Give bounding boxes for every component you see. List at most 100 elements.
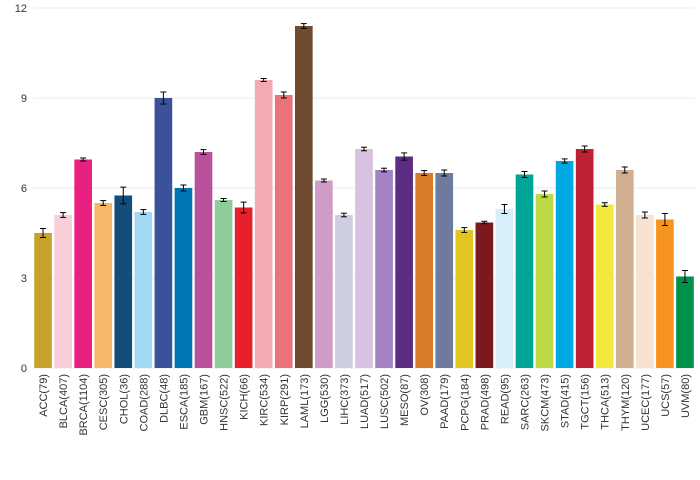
x-tick-label: UCS(57) (660, 374, 672, 417)
error-bar-LGG(530) (320, 178, 327, 183)
bars (34, 26, 694, 368)
error-bar-UVM(80) (681, 270, 688, 283)
bar-OV(308) (415, 173, 434, 368)
x-tick-label: LUAD(517) (359, 374, 371, 429)
bar-STAD(415) (555, 161, 574, 368)
x-tick-label: LIHC(373) (339, 374, 351, 425)
x-tick-label: COAD(288) (138, 374, 150, 431)
x-tick-label: KICH(66) (239, 374, 251, 420)
x-tick-label: THYM(120) (620, 374, 632, 431)
x-tick-label: DLBC(48) (158, 374, 170, 423)
error-bar-PCPG(184) (461, 227, 468, 233)
y-tick-label: 6 (21, 183, 27, 195)
bar-KIRP(291) (274, 95, 293, 368)
bar-READ(95) (495, 209, 514, 368)
x-tick-label: MESO(87) (399, 374, 411, 426)
bar-ESCA(185) (174, 188, 193, 368)
x-tick-label: UVM(80) (680, 374, 692, 418)
bar-CHOL(36) (114, 195, 133, 368)
y-tick-label: 12 (15, 3, 27, 15)
error-bar-CESC(305) (100, 200, 107, 206)
bar-GBM(167) (194, 152, 213, 368)
error-bar-ESCA(185) (180, 184, 187, 192)
error-bar-UCEC(177) (641, 211, 648, 219)
x-tick-label: STAD(415) (560, 374, 572, 428)
error-bar-BLCA(407) (60, 212, 67, 218)
bar-KIRC(534) (254, 80, 273, 368)
x-tick-label: LAML(173) (299, 374, 311, 428)
x-tick-label: LUSC(502) (379, 374, 391, 429)
x-tick-label: LGG(530) (319, 374, 331, 423)
error-bar-LUSC(502) (381, 167, 388, 173)
x-tick-label: PCPG(184) (459, 374, 471, 431)
error-bar-READ(95) (501, 204, 508, 214)
bar-LGG(530) (315, 180, 333, 368)
error-bar-BRCA(1104) (80, 157, 87, 162)
x-tick-label: THCA(513) (600, 374, 612, 430)
error-bars (40, 23, 688, 283)
x-tick-label: TGCT(156) (580, 374, 592, 430)
error-bar-OV(308) (421, 170, 428, 176)
bar-LIHC(373) (335, 215, 353, 368)
error-bar-KICH(66) (240, 201, 247, 214)
error-bar-STAD(415) (561, 158, 568, 164)
y-tick-label: 9 (21, 93, 27, 105)
bar-LUSC(502) (375, 170, 393, 368)
x-tick-label: UCEC(177) (640, 374, 652, 431)
error-bar-LIHC(373) (340, 212, 347, 218)
bar-PRAD(498) (475, 222, 494, 368)
error-bar-ACC(79) (40, 228, 47, 238)
bar-UCS(57) (656, 219, 674, 368)
error-bar-PAAD(179) (441, 169, 448, 177)
error-bar-GBM(167) (200, 149, 207, 155)
error-bar-DLBC(48) (160, 91, 167, 105)
bar-UCEC(177) (636, 215, 654, 368)
bar-BLCA(407) (54, 215, 72, 368)
error-bar-LAML(173) (300, 23, 307, 29)
x-tick-label: OV(308) (419, 374, 431, 416)
error-bar-KIRC(534) (260, 78, 267, 82)
error-bar-THYM(120) (621, 166, 628, 174)
error-bar-MESO(87) (401, 152, 408, 161)
bar-DLBC(48) (154, 98, 173, 368)
bar-LAML(173) (294, 26, 313, 368)
bar-THCA(513) (595, 204, 614, 368)
x-tick-label: GBM(167) (199, 374, 211, 425)
x-tick-label: KIRP(291) (279, 374, 291, 425)
bar-MESO(87) (395, 156, 413, 368)
bar-ACC(79) (34, 233, 52, 368)
bar-SKCM(473) (535, 194, 554, 368)
y-axis-ticks: 0 3 6 9 12 (15, 3, 27, 375)
x-tick-label: CESC(305) (98, 374, 110, 430)
bar-LUAD(517) (355, 149, 373, 368)
error-bar-SKCM(473) (541, 190, 548, 198)
bar-TGCT(156) (575, 149, 594, 368)
error-bar-COAD(288) (140, 209, 147, 215)
x-tick-label: BLCA(407) (58, 374, 70, 428)
bar-COAD(288) (134, 212, 153, 368)
error-bar-THCA(513) (601, 202, 608, 207)
x-tick-label: HNSC(522) (219, 374, 231, 431)
error-bar-CHOL(36) (120, 186, 127, 205)
bar-BRCA(1104) (74, 159, 92, 368)
bar-PCPG(184) (455, 230, 474, 368)
bar-KICH(66) (234, 207, 253, 368)
bar-CESC(305) (94, 203, 113, 368)
error-bar-LUAD(517) (361, 146, 367, 152)
bar-UVM(80) (676, 276, 694, 368)
x-tick-label: PRAD(498) (479, 374, 491, 430)
error-bar-HNSC(522) (220, 198, 227, 202)
error-bar-KIRP(291) (280, 91, 287, 99)
error-bar-SARC(263) (521, 171, 528, 178)
x-tick-label: ESCA(185) (178, 374, 190, 430)
x-tick-label: KIRC(534) (259, 374, 271, 426)
x-tick-label: SARC(263) (519, 374, 531, 430)
x-tick-label: SKCM(473) (540, 374, 552, 431)
x-tick-label: ACC(79) (38, 374, 50, 417)
error-bar-UCS(57) (661, 213, 668, 226)
error-bar-PRAD(498) (481, 220, 488, 225)
bar-THYM(120) (615, 170, 634, 368)
error-bar-TGCT(156) (581, 145, 588, 153)
y-tick-label: 0 (21, 363, 27, 375)
